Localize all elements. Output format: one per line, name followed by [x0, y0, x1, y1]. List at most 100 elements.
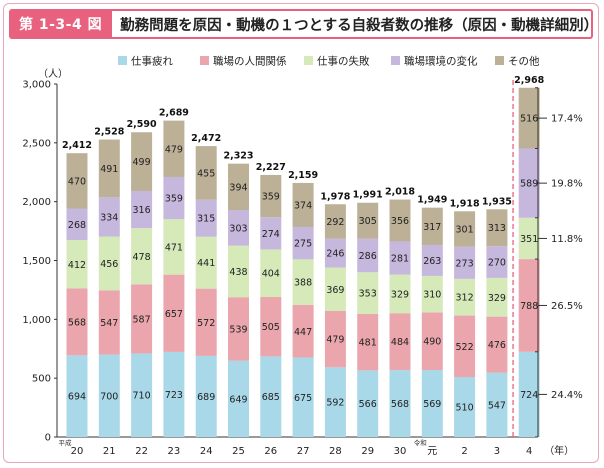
bar-segment-label: 388	[294, 278, 312, 289]
bar-segment-label: 268	[68, 220, 86, 231]
bar-segment-label: 568	[68, 317, 86, 328]
percent-label: 26.5%	[551, 301, 583, 312]
bar-segment	[486, 277, 508, 317]
bar-segment	[324, 204, 346, 239]
bar-segment-label: 499	[133, 157, 151, 168]
bar-segment-label: 315	[197, 214, 215, 225]
bar-segment	[66, 355, 88, 437]
legend-swatch-3	[391, 56, 400, 65]
bar-segment-label: 273	[456, 258, 474, 269]
bar-segment	[66, 240, 88, 289]
x-tick-label: 3	[494, 446, 500, 457]
bar-segment	[292, 259, 314, 305]
bar-segment-label: 275	[294, 239, 312, 250]
bar-segment	[260, 217, 282, 250]
bar-segment-label: 312	[456, 293, 474, 304]
bar-total-label: 2,159	[288, 170, 318, 181]
bar-segment	[98, 354, 120, 437]
x-tick-label: 28	[329, 446, 342, 457]
bar-segment	[98, 197, 120, 237]
legend-swatch-0	[118, 56, 127, 65]
legend-label-4: その他	[508, 55, 540, 68]
bar-segment	[66, 288, 88, 356]
bar-segment	[98, 290, 120, 355]
bar-segment	[389, 274, 411, 314]
bar-segment	[163, 176, 185, 220]
bar-segment-label: 270	[488, 258, 506, 269]
bar-segment	[66, 153, 88, 209]
bar-segment-label: 281	[391, 253, 409, 264]
bar-segment	[228, 245, 249, 298]
bar-segment-label: 246	[326, 249, 344, 260]
bar-segment-label: 649	[229, 394, 247, 405]
era-label: 令和	[414, 438, 427, 447]
bar-segment	[518, 259, 540, 352]
bar-segment	[163, 274, 185, 352]
legend-label-2: 仕事の失敗	[317, 55, 370, 68]
bar-segment	[357, 370, 379, 437]
bar-segment-label: 447	[294, 327, 312, 338]
bar-segment-label: 438	[229, 267, 247, 278]
bar-segment	[357, 272, 379, 314]
bar-segment-label: 334	[100, 212, 118, 223]
bar-segment-label: 723	[165, 390, 183, 401]
bar-total-label: 1,918	[450, 198, 480, 209]
bar-segment-label: 568	[391, 399, 409, 410]
bar-segment-label: 689	[197, 392, 215, 403]
x-tick-label: 22	[135, 446, 148, 457]
bar-segment-label: 351	[520, 234, 538, 245]
bar-segment-label: 310	[423, 290, 441, 301]
y-tick-label: 2,500	[22, 138, 51, 149]
bar-segment	[518, 148, 540, 218]
bar-segment	[518, 87, 540, 149]
bar-segment	[421, 207, 443, 245]
bar-segment-label: 478	[133, 252, 151, 263]
bar-total-label: 1,978	[320, 191, 350, 202]
bar-segment-label: 317	[423, 222, 441, 233]
bar-total-label: 2,323	[223, 151, 253, 162]
bar-segment	[131, 132, 153, 191]
bar-segment-label: 412	[68, 260, 86, 271]
legend-swatch-2	[304, 56, 313, 65]
bar-segment-label: 724	[520, 390, 538, 401]
bar-segment-label: 566	[359, 399, 377, 410]
bar-segment-label: 510	[456, 402, 474, 413]
y-tick-label: 500	[32, 374, 51, 385]
bar-segment-label: 359	[262, 192, 280, 203]
x-tick-label: 29	[361, 446, 374, 457]
bar-segment-label: 274	[262, 229, 280, 240]
bar-segment	[292, 226, 314, 260]
legend-label-3: 職場環境の変化	[404, 55, 478, 68]
bar-segment-label: 572	[197, 318, 215, 329]
x-tick-label: 21	[103, 446, 116, 457]
percent-label: 19.8%	[551, 179, 583, 190]
bar-segment	[292, 304, 314, 358]
x-tick-label: 元	[427, 446, 437, 457]
figure-header: 第 1-3-4 図 勤務問題を原因・動機の１つとする自殺者数の推移（原因・動機詳…	[9, 9, 593, 39]
bar-segment-label: 539	[229, 324, 247, 335]
era-label: 平成	[59, 438, 73, 447]
bar-segment-label: 685	[262, 392, 280, 403]
bar-segment	[163, 351, 185, 437]
bar-segment-label: 479	[326, 335, 344, 346]
bar-segment-label: 490	[423, 337, 441, 348]
x-tick-label: 20	[71, 446, 84, 457]
x-tick-label: 27	[297, 446, 310, 457]
bar-segment-label: 589	[520, 179, 538, 190]
bar-segment-label: 657	[165, 309, 183, 320]
bar-segment-label: 303	[229, 223, 247, 234]
bar-segment-label: 484	[391, 337, 409, 348]
bar-segment	[195, 236, 217, 289]
legend-swatch-4	[495, 56, 504, 65]
bar-segment	[486, 372, 508, 437]
bar-segment	[454, 315, 476, 377]
bar-segment	[421, 370, 443, 437]
bar-total-label: 2,968	[514, 75, 544, 86]
bar-segment-label: 476	[488, 340, 506, 351]
bar-segment-label: 522	[456, 342, 474, 353]
y-tick-label: 1,000	[22, 315, 51, 326]
bar-total-label: 2,018	[385, 187, 415, 198]
y-axis-unit-label: （人）	[38, 68, 68, 80]
bar-segment-label: 374	[294, 200, 312, 211]
bar-segment	[260, 296, 282, 357]
